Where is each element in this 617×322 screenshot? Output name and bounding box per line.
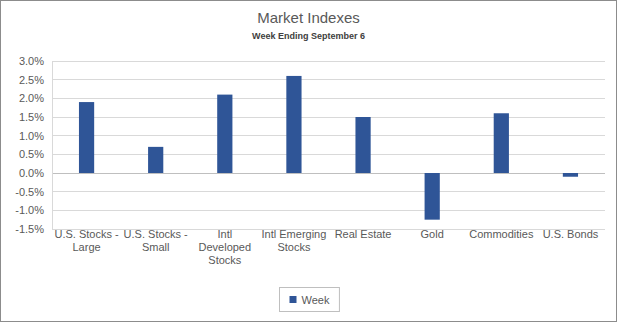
grid-line <box>52 154 605 155</box>
y-tick: 2.5% <box>19 74 52 86</box>
plot-area: -1.5% -1.0% -0.5% 0.0% 0.5% 1.0% 1.5% 2.0% 2.5% 3… <box>15 55 605 266</box>
bar <box>217 95 232 173</box>
y-tick: -1.5% <box>15 223 52 235</box>
x-tick-label: Gold <box>421 228 444 240</box>
x-tick-label: U.S. Stocks -Small <box>124 228 189 253</box>
y-tick: 3.0% <box>19 55 52 67</box>
y-tick-label: 0.0% <box>19 167 44 179</box>
y-tick-label: 2.0% <box>19 92 44 104</box>
title: Market Indexes <box>257 9 360 26</box>
bar <box>355 117 370 173</box>
y-tick: -1.0% <box>15 204 52 216</box>
grid-line <box>52 210 605 211</box>
x-tick-label: IntlDevelopedStocks <box>199 228 252 266</box>
y-tick-label: -1.5% <box>15 223 44 235</box>
y-tick: -0.5% <box>15 186 52 198</box>
y-tick-label: 1.0% <box>19 130 44 142</box>
grid-line <box>52 117 605 118</box>
y-tick-label: -1.0% <box>15 204 44 216</box>
grid-line <box>52 135 605 136</box>
grid-line <box>52 191 605 192</box>
bar <box>286 76 301 173</box>
grid-line <box>52 173 605 174</box>
x-tick: Commodities <box>469 228 534 240</box>
y-tick-label: 0.5% <box>19 148 44 160</box>
x-axis: U.S. Stocks -LargeU.S. Stocks -Small Intl… <box>53 228 606 266</box>
x-tick-label: U.S. Stocks -Large <box>54 228 119 253</box>
y-axis: -1.5% -1.0% -0.5% 0.0% 0.5% 1.0% 1.5% 2.0% 2.5% 3… <box>15 55 52 235</box>
y-tick: 2.0% <box>19 92 52 104</box>
bar <box>148 147 163 173</box>
x-tick-label: Commodities <box>469 228 534 240</box>
legend-box <box>280 288 340 312</box>
grid-line <box>52 98 605 99</box>
x-tick: U.S. Stocks -Small <box>124 228 189 253</box>
x-tick: Real Estate <box>335 228 392 240</box>
bar <box>563 173 578 177</box>
y-axis-line <box>52 62 53 230</box>
y-tick-label: -0.5% <box>15 186 44 198</box>
x-tick: Intl EmergingStocks <box>262 228 327 253</box>
chart: Market Indexes Week Ending September 6 -1.… <box>0 0 617 322</box>
legend-swatch <box>290 296 297 303</box>
subtitle: Week Ending September 6 <box>252 31 365 41</box>
x-tick: IntlDevelopedStocks <box>199 228 252 266</box>
x-tick: Gold <box>421 228 444 240</box>
y-tick: 0.0% <box>19 167 52 179</box>
legend: Week <box>280 288 340 312</box>
grid-line <box>52 61 605 62</box>
y-tick: 1.5% <box>19 111 52 123</box>
y-tick-label: 2.5% <box>19 74 44 86</box>
x-tick: U.S. Bonds <box>543 228 599 240</box>
y-tick-label: 1.5% <box>19 111 44 123</box>
bar <box>494 113 509 173</box>
x-tick-label: Intl EmergingStocks <box>262 228 327 253</box>
x-tick: U.S. Stocks -Large <box>54 228 119 253</box>
y-tick: 0.5% <box>19 148 52 160</box>
legend-label: Week <box>302 294 330 306</box>
bars <box>79 76 578 220</box>
grid <box>52 61 605 229</box>
bar <box>79 102 94 173</box>
y-tick: 1.0% <box>19 130 52 142</box>
y-tick-label: 3.0% <box>19 55 44 67</box>
x-tick-label: U.S. Bonds <box>543 228 599 240</box>
bar <box>425 173 440 220</box>
grid-line <box>52 79 605 80</box>
x-tick-label: Real Estate <box>335 228 392 240</box>
chart-frame <box>1 1 617 322</box>
